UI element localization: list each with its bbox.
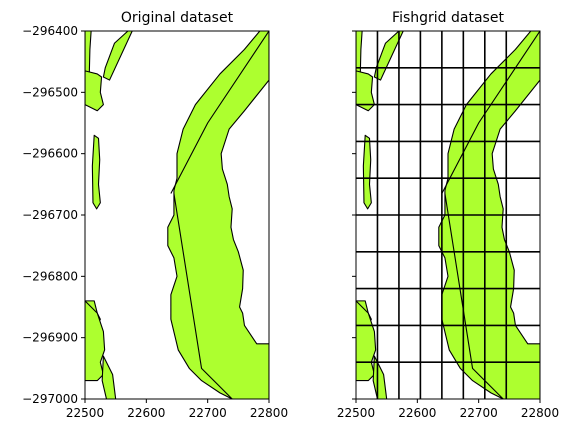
y-tick-label: −296800 [22, 269, 78, 283]
y-axis: −296400 −296500 −296600 −296700 −296800 −2969… [22, 24, 85, 406]
x-tick-label: 22500 [66, 406, 104, 420]
map-polygon [85, 70, 104, 112]
y-tick-label: −296400 [22, 24, 78, 38]
x-tick-label: 22700 [189, 406, 227, 420]
y-tick-label: −296700 [22, 208, 78, 222]
x-tick-label: 22500 [337, 406, 375, 420]
panel-title: Fishgrid dataset [392, 10, 504, 26]
y-tick-label: −297000 [22, 392, 78, 406]
map-polygon [356, 300, 377, 382]
map-polygon [91, 134, 101, 210]
map-polygon [101, 355, 117, 399]
panel-fishgrid: Fishgrid dataset 22500 22600 22700 22800 [337, 10, 559, 420]
map-polygon [85, 300, 106, 382]
map-polygon [167, 31, 269, 399]
x-axis: 22500 22600 22700 22800 [337, 399, 559, 420]
panel-title: Original dataset [121, 10, 234, 26]
y-axis [352, 30, 356, 400]
x-tick-label: 22800 [250, 406, 288, 420]
polygon-boundary [170, 31, 269, 194]
map-polygon [372, 355, 388, 399]
y-tick-label: −296500 [22, 85, 78, 99]
polygons [85, 31, 269, 399]
x-axis: 22500 22600 22700 22800 [66, 399, 288, 420]
panel-original: Original dataset −296400−296500−296600−2… [22, 10, 288, 420]
map-polygon [85, 31, 92, 75]
y-tick-label: −296900 [22, 331, 78, 345]
x-tick-label: 22800 [521, 406, 559, 420]
polygon-boundary [173, 193, 233, 399]
x-tick-label: 22700 [460, 406, 498, 420]
map-polygon [356, 70, 375, 112]
polygon-boundary [441, 31, 540, 194]
fishgrid-lines [356, 31, 540, 399]
map-polygon [102, 31, 133, 81]
y-tick-label: −296600 [22, 147, 78, 161]
map-polygon [362, 134, 372, 210]
x-tick-label: 22600 [127, 406, 165, 420]
x-tick-label: 22600 [398, 406, 436, 420]
